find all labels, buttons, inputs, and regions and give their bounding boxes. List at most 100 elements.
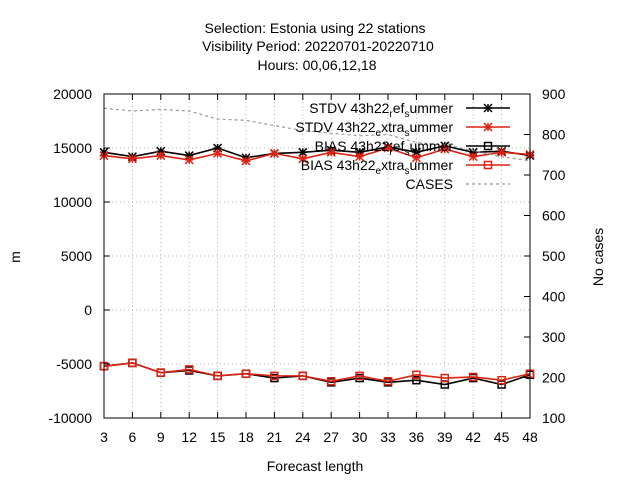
marker-stroke bbox=[440, 144, 450, 154]
y2-tick-label: 600 bbox=[542, 208, 566, 224]
series-line bbox=[103, 362, 531, 383]
y2-tick-label: 500 bbox=[542, 248, 566, 264]
y2-tick-label: 200 bbox=[542, 370, 566, 386]
data-point bbox=[213, 371, 222, 381]
marker-square bbox=[497, 380, 506, 389]
data-point bbox=[497, 380, 506, 389]
data-point bbox=[383, 377, 393, 386]
y2-tick-label: 900 bbox=[542, 86, 566, 102]
legend-label: STDV 43h22refsummer bbox=[309, 100, 453, 120]
data-point bbox=[241, 156, 251, 166]
x-tick-label: 48 bbox=[522, 429, 538, 445]
x-tick-label: 18 bbox=[238, 429, 254, 445]
marker-stroke bbox=[355, 152, 365, 162]
x-tick-label: 42 bbox=[465, 429, 481, 445]
legend-marker bbox=[483, 122, 493, 132]
marker-square bbox=[270, 371, 279, 381]
x-tick-label: 12 bbox=[181, 429, 197, 445]
data-point bbox=[411, 153, 421, 163]
data-point bbox=[412, 375, 421, 385]
marker-square bbox=[412, 370, 421, 380]
legend-marker bbox=[483, 141, 493, 151]
title-line-selection: Selection: Estonia using 22 stations bbox=[204, 20, 425, 36]
legend-label: CASES bbox=[406, 176, 453, 192]
data-point bbox=[468, 152, 478, 162]
y-tick-label: 15000 bbox=[53, 140, 92, 156]
x-axis-label: Forecast length bbox=[267, 458, 364, 474]
marker-stroke bbox=[241, 156, 251, 166]
marker-square bbox=[497, 375, 506, 385]
x-tick-label: 45 bbox=[494, 429, 510, 445]
axis-ticks: 3 6 9 12 15 18 21 24 27 30 33 36 39 42 45 48-10000-5000… bbox=[48, 86, 565, 445]
marker-square bbox=[213, 371, 222, 381]
chart-title: Selection: Estonia using 22 stations Vis… bbox=[202, 20, 434, 73]
data-point bbox=[270, 371, 279, 381]
marker-square bbox=[468, 372, 478, 382]
data-point bbox=[326, 147, 336, 157]
series-line bbox=[103, 145, 531, 159]
data-point bbox=[497, 147, 507, 157]
marker-square bbox=[298, 371, 308, 381]
marker-square bbox=[355, 371, 364, 381]
marker-stroke bbox=[326, 147, 336, 157]
legend-entry: STDV 43h22refsummer bbox=[309, 100, 510, 120]
marker-square bbox=[483, 160, 493, 170]
data-point bbox=[213, 148, 223, 158]
x-tick-label: 30 bbox=[352, 429, 368, 445]
series-1 bbox=[99, 143, 535, 166]
y-tick-label: 5000 bbox=[61, 248, 92, 264]
legend-label: BIAS 43h22extrasummer bbox=[301, 157, 454, 177]
legend-entry: BIAS 43h22refsummer bbox=[315, 138, 510, 158]
marker-stroke bbox=[156, 151, 166, 161]
y2-tick-label: 400 bbox=[542, 289, 566, 305]
marker-square bbox=[156, 368, 166, 377]
marker-stroke bbox=[298, 147, 308, 157]
data-point bbox=[326, 377, 336, 386]
y-tick-label: 0 bbox=[84, 302, 92, 318]
data-point bbox=[128, 358, 137, 368]
data-point bbox=[383, 143, 393, 153]
data-point bbox=[156, 151, 166, 161]
legend-entry: BIAS 43h22extrasummer bbox=[301, 157, 510, 177]
y2-tick-label: 800 bbox=[542, 127, 566, 143]
marker-stroke bbox=[383, 143, 393, 153]
plot-series bbox=[99, 107, 535, 389]
data-point bbox=[184, 365, 194, 374]
marker-stroke bbox=[213, 148, 223, 158]
marker-stroke bbox=[497, 147, 507, 157]
y-tick-label: -5000 bbox=[56, 356, 92, 372]
series-3 bbox=[99, 358, 535, 386]
marker-stroke bbox=[483, 122, 493, 132]
series-line bbox=[103, 147, 531, 162]
data-point bbox=[497, 375, 506, 385]
data-point bbox=[355, 371, 364, 381]
marker-stroke bbox=[468, 152, 478, 162]
marker-square bbox=[184, 365, 194, 374]
x-tick-label: 6 bbox=[129, 429, 137, 445]
legend-label: STDV 43h22extrasummer bbox=[295, 119, 453, 139]
marker-square bbox=[383, 377, 393, 386]
x-tick-label: 36 bbox=[409, 429, 425, 445]
marker-stroke bbox=[127, 154, 137, 164]
legend-entry: STDV 43h22extrasummer bbox=[295, 119, 510, 139]
data-point bbox=[468, 372, 478, 382]
data-point bbox=[298, 371, 308, 381]
data-point bbox=[269, 148, 279, 158]
legend-marker bbox=[483, 160, 493, 170]
legend-marker bbox=[483, 103, 493, 113]
data-point bbox=[156, 368, 166, 377]
data-point bbox=[127, 154, 137, 164]
x-tick-label: 3 bbox=[100, 429, 108, 445]
y2-tick-label: 300 bbox=[542, 329, 566, 345]
marker-square bbox=[241, 369, 251, 378]
x-tick-label: 24 bbox=[295, 429, 311, 445]
y2-tick-label: 700 bbox=[542, 167, 566, 183]
legend-label: BIAS 43h22refsummer bbox=[315, 138, 454, 158]
x-tick-label: 21 bbox=[267, 429, 283, 445]
y-axis-label: m bbox=[7, 251, 23, 263]
marker-stroke bbox=[298, 154, 308, 164]
data-point bbox=[412, 370, 421, 380]
grid bbox=[104, 94, 530, 418]
